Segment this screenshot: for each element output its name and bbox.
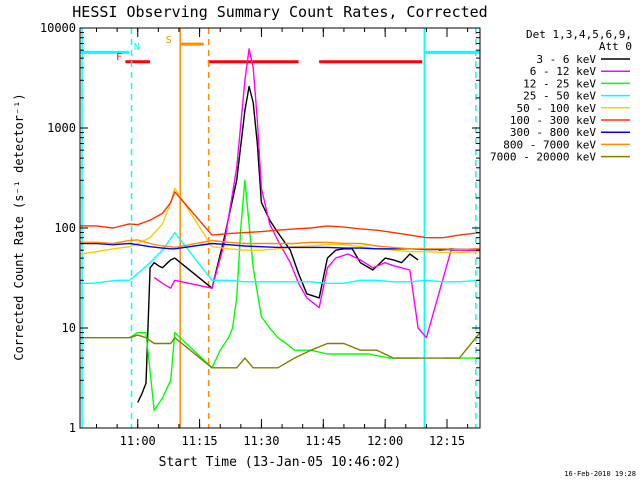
y-axis-label: Corrected Count Rate (s⁻¹ detector⁻¹): [12, 93, 26, 360]
plot-frame: [79, 27, 481, 429]
x-tick-label: 12:00: [367, 434, 403, 448]
chart-title: HESSI Observing Summary Count Rates, Cor…: [72, 3, 487, 21]
legend-label: 3 - 6 keV: [536, 53, 596, 66]
legend-label: 800 - 7000 keV: [503, 138, 596, 151]
x-axis-label: Start Time (13-Jan-05 10:46:02): [159, 455, 402, 470]
legend-label: 100 - 300 keV: [510, 114, 596, 127]
annotation-s: S: [166, 35, 172, 46]
y-tick-label: 100: [54, 221, 76, 235]
legend-label: 7000 - 20000 keV: [490, 151, 596, 164]
y-tick-label: 10000: [40, 21, 76, 35]
annotation-n: N: [134, 42, 140, 53]
legend-label: 300 - 800 keV: [510, 126, 596, 139]
attenuator-lines: [81, 28, 477, 428]
footer-date: 16-Feb-2010 19:28: [564, 470, 636, 478]
y-tick-label: 1000: [47, 121, 76, 135]
legend-title-line: Det 1,3,4,5,6,9,: [526, 28, 632, 41]
y-tick-label: 10: [62, 321, 76, 335]
flag-bars: [80, 42, 480, 64]
series-line-7: [80, 239, 481, 251]
series-line-4: [79, 187, 481, 255]
x-tick-label: 12:15: [429, 434, 465, 448]
legend-label: 12 - 25 keV: [523, 77, 596, 90]
axes: 1 10 100 1000 10000 11:00 11:15 11:30 11:45 12:00…: [40, 21, 480, 448]
annotation-f: F: [116, 52, 122, 63]
x-tick-label: 11:00: [120, 434, 156, 448]
series-line-5: [80, 191, 481, 239]
x-tick-label: 11:15: [182, 434, 218, 448]
legend-label: 25 - 50 keV: [523, 90, 596, 103]
legend-title-line: Att 0: [599, 40, 632, 53]
x-tick-label: 11:30: [243, 434, 279, 448]
series-line-1: [153, 48, 480, 339]
series-lines: [79, 48, 481, 412]
y-tick-label: 1: [69, 421, 76, 435]
x-tick-label: 11:45: [305, 434, 341, 448]
legend-label: 6 - 12 keV: [530, 65, 597, 78]
annotation-labels: F N S: [116, 35, 172, 63]
series-line-3: [80, 231, 481, 284]
legend-label: 50 - 100 keV: [517, 102, 597, 115]
series-line-8: [80, 332, 481, 369]
